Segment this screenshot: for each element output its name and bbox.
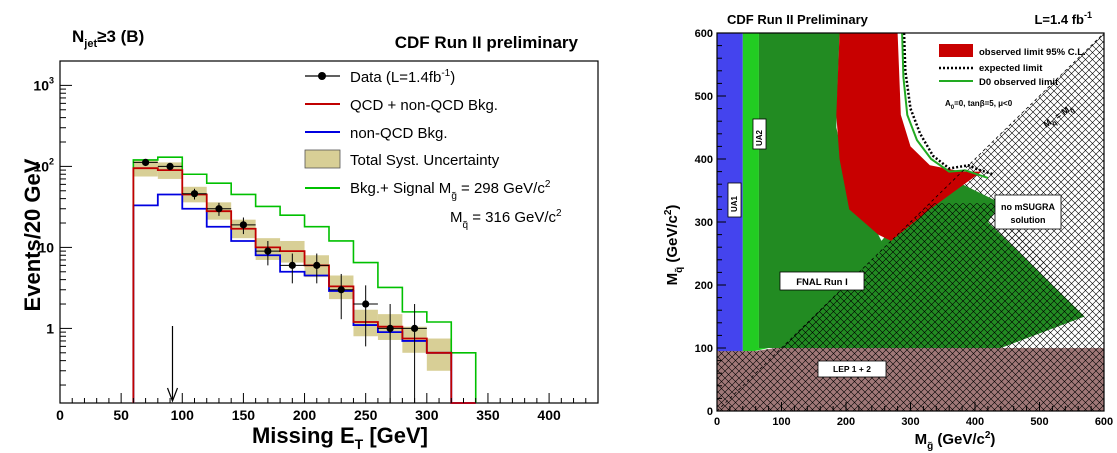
legend-total-label: QCD + non-QCD Bkg. [350, 97, 498, 114]
region-label-lep: LEP 1 + 2 [817, 360, 887, 378]
legend: Data (L=1.4fb-1) QCD + non-QCD Bkg. non-… [304, 68, 562, 231]
x-tick-label: 250 [354, 407, 378, 423]
lep-hatch [717, 348, 1104, 411]
missing-et-histogram: Njet≥3 (B) CDF Run II preliminary 0 50 100… [20, 27, 599, 452]
y-tick-label: 0 [707, 406, 713, 418]
x-tick-label: 300 [901, 416, 919, 428]
legend-observed-label: observed limit 95% C.L. [979, 47, 1086, 58]
data-point [313, 261, 321, 269]
syst-band-bin [426, 338, 452, 371]
data-point [337, 286, 345, 294]
legend-nonqcd-label: non-QCD Bkg. [350, 125, 448, 142]
svg-text:no mSUGRA: no mSUGRA [1001, 202, 1056, 212]
chart-title: CDF Run II preliminary [395, 33, 579, 52]
x-tick-label: 200 [293, 407, 317, 423]
ua2-excluded-region [742, 33, 769, 352]
x-tick-label: 400 [537, 407, 561, 423]
legend-signal2-label: Mq̃ = 316 GeV/c2 [450, 208, 562, 231]
x-tick-label: 0 [56, 407, 64, 423]
fnal-hatched-overlap [781, 203, 1085, 348]
data-point [410, 324, 419, 333]
y-tick-label: 600 [695, 28, 713, 40]
svg-text:LEP 1 + 2: LEP 1 + 2 [833, 364, 871, 374]
data-point [386, 324, 394, 333]
total-bkg-histogram [132, 167, 476, 404]
cdf-observed-excluded-region [836, 33, 982, 241]
data-point [264, 247, 272, 255]
region-label-ua2: UA2 [752, 118, 767, 150]
legend-syst-swatch [304, 149, 341, 169]
y-tick-label: 500 [695, 91, 713, 103]
y-tick-label: 1 [46, 320, 54, 336]
legend-observed-swatch [939, 44, 973, 57]
cut-arrow-head [166, 387, 179, 403]
x-tick-label: 50 [113, 407, 129, 423]
x-tick-label: 200 [837, 416, 855, 428]
x-axis-title: Mg̃ (GeV/c2) [915, 430, 996, 452]
y-tick-label: 100 [695, 343, 713, 355]
data-point [190, 190, 199, 198]
legend-data-label: Data (L=1.4fb-1) [350, 68, 455, 86]
data-point [215, 205, 223, 213]
region-label-no-msugra: no mSUGRA solution [994, 194, 1062, 230]
chart-title: CDF Run II Preliminary [727, 12, 869, 27]
y-axis-title: Events/20 GeV [20, 158, 45, 311]
data-point [288, 261, 296, 269]
y-tick-label: 300 [695, 217, 713, 229]
svg-text:UA1: UA1 [730, 195, 739, 212]
x-tick-label: 150 [232, 407, 256, 423]
svg-text:UA2: UA2 [755, 129, 764, 146]
y-tick-label: 103 [33, 75, 54, 93]
data-point [141, 158, 150, 167]
legend-signal-label: Bkg.+ Signal Mg̃ = 298 GeV/c2 [350, 179, 551, 202]
region-label-ua1: UA1 [727, 182, 742, 218]
x-tick-label: 500 [1030, 416, 1048, 428]
legend-data-marker [318, 72, 326, 80]
region-label-fnal: FNAL Run I [779, 271, 865, 291]
svg-text:FNAL Run I: FNAL Run I [796, 277, 848, 288]
x-axis-title: Missing ET [GeV] [252, 423, 428, 452]
mssm-parameters: A0=0, tanβ=5, μ<0 [945, 99, 1013, 111]
legend: observed limit 95% C.L. expected limit D… [939, 44, 1086, 88]
legend-expected-label: expected limit [979, 63, 1043, 74]
x-tick-label: 600 [1095, 416, 1113, 428]
x-tick-label: 300 [415, 407, 439, 423]
squark-gluino-exclusion-plot: CDF Run II Preliminary L=1.4 fb-1 0 100 20… [663, 10, 1113, 452]
luminosity-label: L=1.4 fb-1 [1034, 10, 1092, 27]
x-tick-label: 100 [171, 407, 195, 423]
legend-syst-label: Total Syst. Uncertainty [350, 152, 500, 169]
plot-area: 0 50 100 150 200 250 300 350 400 1 10 102 103 [33, 60, 599, 423]
y-axis-title: Mq̃ (GeV/c2) [663, 205, 685, 286]
njet-tag: Njet≥3 (B) [72, 27, 144, 50]
data-point [362, 300, 370, 308]
y-tick-label: 200 [695, 280, 713, 292]
y-tick-label: 102 [33, 156, 54, 174]
data-point [166, 162, 174, 170]
x-tick-label: 0 [714, 416, 720, 428]
legend-d0-label: D0 observed limit [979, 77, 1059, 88]
x-tick-label: 100 [772, 416, 790, 428]
y-tick-label: 400 [695, 154, 713, 166]
expected-limit-curve [902, 33, 995, 176]
svg-text:solution: solution [1011, 215, 1046, 225]
y-tick-label: 10 [38, 239, 54, 255]
data-point [239, 221, 248, 229]
non-qcd-histogram [132, 193, 476, 404]
diagonal-line [717, 33, 1104, 411]
x-tick-label: 400 [966, 416, 984, 428]
x-tick-label: 350 [476, 407, 500, 423]
